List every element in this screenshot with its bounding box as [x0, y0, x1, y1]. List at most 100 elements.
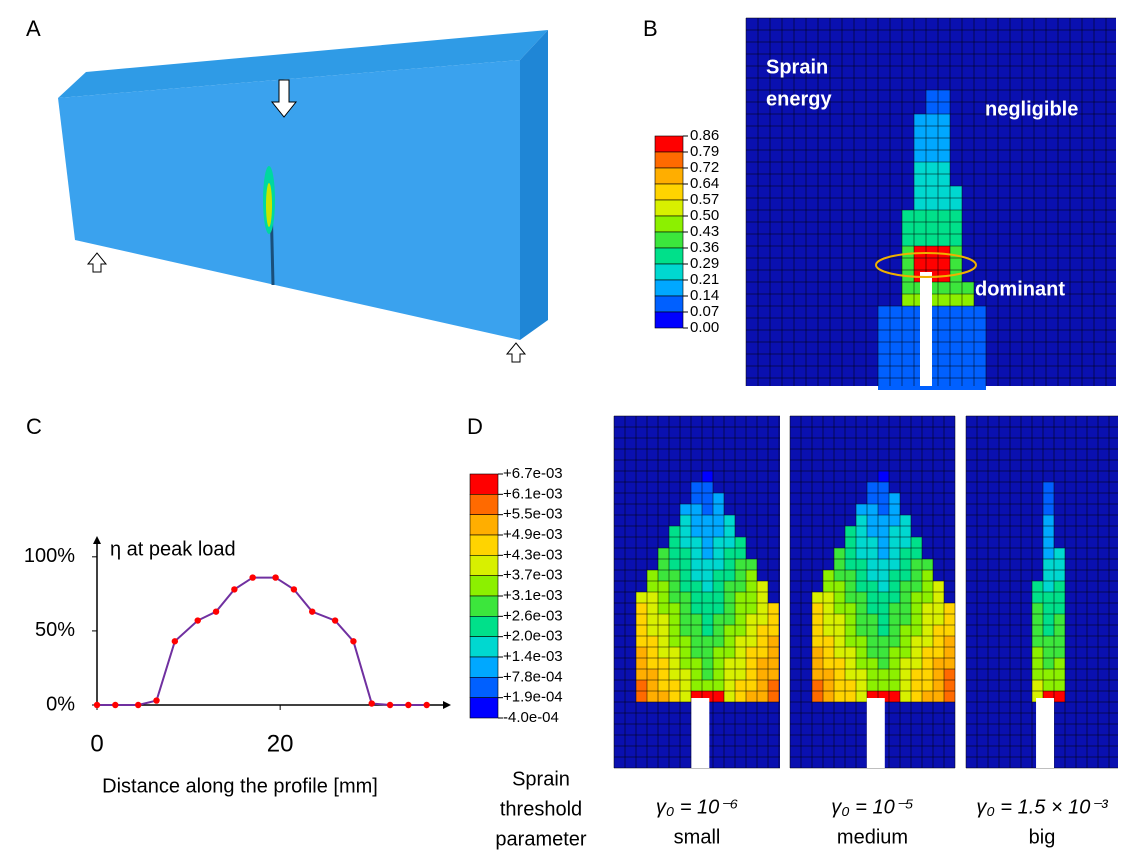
mesh-cell	[962, 330, 974, 342]
mesh-cell	[938, 342, 950, 354]
mesh-cell	[867, 548, 878, 559]
mesh-cell	[702, 559, 713, 570]
colorbar-label: 0.57	[690, 191, 719, 208]
mesh-cell	[724, 625, 735, 636]
marker	[93, 701, 101, 709]
mesh-cell	[878, 680, 889, 691]
mesh-cell	[768, 647, 779, 658]
mesh-cell	[856, 669, 867, 680]
x-axis-label: Distance along the profile [mm]	[102, 775, 378, 797]
colorbar-label: 0.86	[690, 127, 719, 144]
mesh-cell	[938, 366, 950, 378]
mesh-cell	[691, 548, 702, 559]
mesh-cell	[746, 559, 757, 570]
mesh-cell	[669, 691, 680, 702]
mesh-cell	[823, 592, 834, 603]
mesh-cell	[926, 102, 938, 114]
mesh-cell	[746, 669, 757, 680]
mesh-cell	[900, 581, 911, 592]
mesh-cell	[636, 691, 647, 702]
beam-top	[58, 30, 548, 98]
mesh-cell	[713, 647, 724, 658]
mesh-cell	[933, 669, 944, 680]
mesh-cell	[914, 210, 926, 222]
mesh-cell	[680, 537, 691, 548]
mesh-cell	[702, 669, 713, 680]
y-tick-label: 0%	[46, 693, 75, 715]
mesh-cell	[900, 658, 911, 669]
mesh-cell	[933, 658, 944, 669]
mesh-cell	[922, 581, 933, 592]
colorbar-label: 0.72	[690, 159, 719, 176]
mesh-cell	[691, 636, 702, 647]
mesh-cell	[669, 570, 680, 581]
y-axis-label: η at peak load	[110, 538, 236, 560]
mesh-cell	[713, 592, 724, 603]
mesh-cell	[902, 294, 914, 306]
mesh-cell	[856, 592, 867, 603]
mesh-cell	[680, 504, 691, 515]
mesh-cell	[926, 234, 938, 246]
mesh-cell	[713, 515, 724, 526]
mesh-cell	[757, 680, 768, 691]
mesh-cell	[691, 515, 702, 526]
mesh-cell	[962, 378, 974, 390]
mesh-cell	[746, 614, 757, 625]
colorbar-label: 0.64	[690, 175, 719, 192]
mesh-cell	[902, 210, 914, 222]
mesh-cell	[950, 366, 962, 378]
mesh-cell	[944, 658, 955, 669]
mesh-cell	[900, 559, 911, 570]
mesh-cell	[834, 647, 845, 658]
mesh-cell	[878, 614, 889, 625]
mesh-cell	[647, 658, 658, 669]
mesh-cell	[834, 680, 845, 691]
mesh-cell	[922, 636, 933, 647]
marker	[112, 701, 119, 709]
mesh-cell	[702, 504, 713, 515]
mesh-cell	[1043, 625, 1054, 636]
mesh-cell	[1043, 570, 1054, 581]
mesh-cell	[1054, 625, 1065, 636]
mesh-cell	[900, 548, 911, 559]
mesh-cell	[889, 493, 900, 504]
mesh-cell	[812, 614, 823, 625]
case-formula: γ₀ = 10⁻⁵	[831, 796, 913, 818]
mesh-cell	[950, 378, 962, 390]
panel-label: B	[643, 16, 658, 41]
colorbar-swatch	[469, 473, 499, 495]
mesh-cell	[669, 548, 680, 559]
mesh-cell	[1032, 592, 1043, 603]
mesh-cell	[647, 581, 658, 592]
mesh-cell	[834, 625, 845, 636]
mesh-cell	[1043, 515, 1054, 526]
colorbar-swatch	[469, 697, 499, 719]
mesh-cell	[757, 647, 768, 658]
mesh-cell	[691, 570, 702, 581]
mesh-cell	[724, 581, 735, 592]
mesh-cell	[702, 515, 713, 526]
highlight	[875, 252, 977, 278]
mesh-cell	[713, 691, 724, 702]
load-arrow	[270, 79, 298, 118]
mesh-cell	[1054, 658, 1065, 669]
mesh-cell	[724, 548, 735, 559]
colorbar-swatch	[654, 263, 684, 281]
mesh-cell	[962, 306, 974, 318]
marker	[423, 701, 430, 709]
mesh-cell	[669, 669, 680, 680]
mesh-cell	[878, 471, 889, 482]
marker	[331, 617, 339, 624]
mesh-cell	[900, 625, 911, 636]
mesh-cell	[691, 625, 702, 636]
mesh-cell	[691, 658, 702, 669]
mesh-cell	[1032, 658, 1043, 669]
mesh-cell	[823, 691, 834, 702]
mesh-cell	[1054, 669, 1065, 680]
notch	[1036, 698, 1055, 768]
mesh-cell	[856, 504, 867, 515]
mesh-cell	[823, 625, 834, 636]
notch	[920, 272, 932, 386]
mesh-cell	[889, 625, 900, 636]
mesh-cell	[950, 198, 962, 210]
